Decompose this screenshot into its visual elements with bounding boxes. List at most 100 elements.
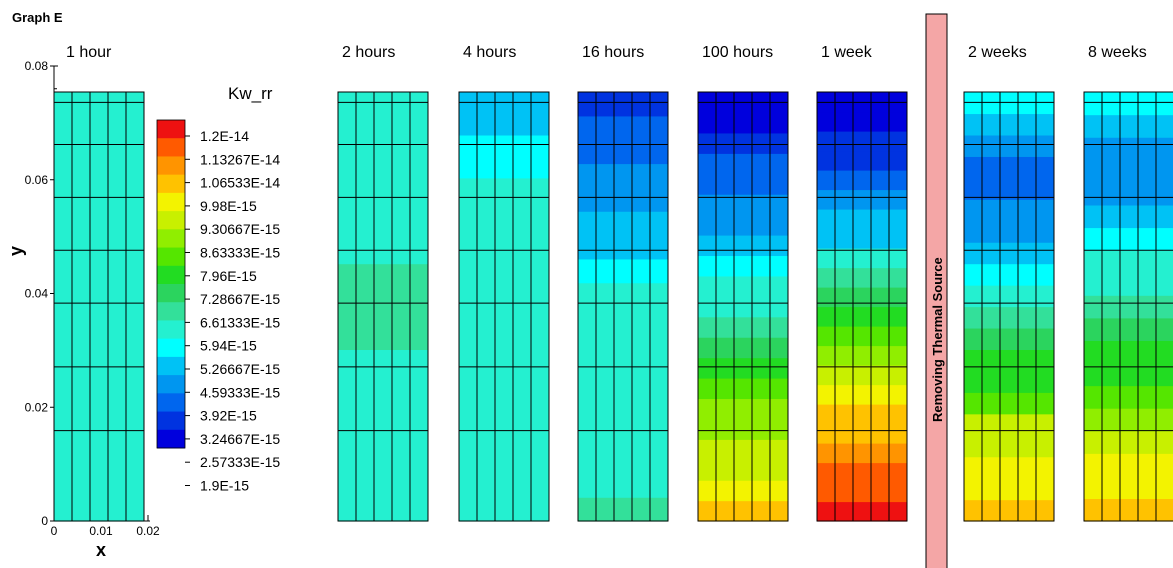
heatmap-cell — [698, 173, 788, 195]
figure-label: Graph E — [12, 10, 63, 25]
heatmap-cell — [817, 209, 907, 230]
heatmap-cell — [817, 287, 907, 308]
colorbar-label: 3.92E-15 — [200, 408, 257, 424]
heatmap-cell — [578, 258, 668, 284]
heatmap-cell — [578, 187, 668, 212]
panel-frame — [458, 91, 550, 522]
panel: 2 hours — [337, 44, 429, 522]
heatmap-cell — [698, 255, 788, 277]
colorbar-swatch — [157, 138, 185, 157]
heatmap-cell — [1084, 137, 1173, 161]
colorbar-swatch — [157, 229, 185, 249]
heatmap-cell — [54, 478, 144, 522]
heatmap-cell — [698, 235, 788, 257]
heatmap-cell — [817, 228, 907, 249]
heatmap-cell — [1084, 114, 1173, 138]
colorbar-swatch — [157, 211, 185, 230]
panel-frame — [816, 91, 908, 522]
heatmap-cell — [54, 134, 144, 179]
heatmap-cell — [817, 111, 907, 132]
heatmap-cell — [54, 92, 144, 136]
heatmap-cell — [1084, 408, 1173, 432]
heatmap-cell — [964, 413, 1054, 436]
panel: 4 hours — [458, 44, 550, 522]
panel-frame — [697, 91, 789, 522]
heatmap-cell — [338, 92, 428, 136]
y-tick-label: 0.08 — [25, 59, 49, 73]
heatmap-cell — [578, 497, 668, 522]
heatmap-cell — [698, 480, 788, 502]
colorbar-label: 1.13267E-14 — [200, 151, 280, 167]
heatmap-cell — [964, 327, 1054, 350]
x-axis-label: x — [96, 540, 106, 560]
colorbar-swatch — [157, 302, 185, 321]
heatmap-cell — [964, 435, 1054, 458]
heatmap-cell — [459, 177, 549, 222]
heatmap-cell — [698, 337, 788, 359]
colorbar-label: 9.30667E-15 — [200, 221, 280, 237]
heatmap-cell — [338, 306, 428, 350]
colorbar-swatch — [157, 411, 185, 431]
heatmap-cell — [698, 459, 788, 481]
heatmap-cell — [54, 177, 144, 222]
heatmap-cell — [578, 115, 668, 141]
colorbar-label: 1.06533E-14 — [200, 175, 280, 191]
heatmap-cell — [964, 478, 1054, 501]
heatmap-cell — [338, 478, 428, 522]
heatmap-cell — [338, 392, 428, 436]
heatmap-cell — [698, 316, 788, 338]
heatmap-cell — [698, 439, 788, 461]
heatmap-cell — [817, 345, 907, 366]
colorbar-swatch — [157, 156, 185, 176]
panel-frame — [577, 91, 669, 522]
heatmap-cell — [578, 449, 668, 474]
panel-title: 100 hours — [702, 44, 773, 61]
heatmap-cell — [964, 113, 1054, 136]
heatmap-cell — [964, 263, 1054, 286]
colorbar-swatch — [157, 174, 185, 194]
heatmap-cell — [459, 435, 549, 479]
heatmap-cell — [578, 163, 668, 188]
heatmap-cell — [578, 401, 668, 427]
panel-frame — [337, 91, 429, 522]
colorbar-swatch — [157, 375, 185, 394]
heatmap-cell — [817, 170, 907, 191]
panel-title: 4 hours — [463, 44, 516, 61]
heatmap-cell — [817, 365, 907, 386]
heatmap-cell — [817, 150, 907, 171]
heatmap-cell — [817, 404, 907, 425]
colorbar-label: 8.63333E-15 — [200, 245, 280, 261]
heatmap-cell — [964, 285, 1054, 308]
x-tick-label: 0.01 — [89, 524, 113, 538]
heatmap-cell — [1084, 340, 1173, 364]
heatmap-cell — [54, 435, 144, 479]
heatmap-cell — [459, 263, 549, 308]
heatmap-cell — [1084, 385, 1173, 409]
heatmap-cell — [964, 370, 1054, 393]
colorbar-frame — [156, 119, 186, 449]
heatmap-cell — [698, 132, 788, 154]
heatmap-cell — [817, 384, 907, 405]
heatmap-cell — [578, 425, 668, 451]
panel: 1 week — [816, 44, 908, 522]
heatmap-cell — [578, 235, 668, 260]
heatmap-cell — [964, 92, 1054, 115]
heatmap-cell — [459, 349, 549, 393]
heatmap-cell — [338, 263, 428, 308]
heatmap-cell — [698, 418, 788, 440]
colorbar-swatch — [157, 120, 185, 139]
x-tick-label: 0 — [51, 524, 58, 538]
y-tick-label: 0.02 — [25, 400, 49, 414]
heatmap-cell — [459, 392, 549, 436]
heatmap-cell — [1084, 453, 1173, 477]
heatmap-cell — [54, 349, 144, 393]
heatmap-cell — [459, 134, 549, 179]
heatmap-cell — [964, 392, 1054, 415]
colorbar-label: 7.96E-15 — [200, 268, 257, 284]
heatmap-cell — [1084, 295, 1173, 319]
separator-bar — [925, 13, 948, 568]
panel-title: 1 week — [821, 44, 873, 61]
heatmap-cell — [964, 456, 1054, 479]
heatmap-cell — [698, 398, 788, 420]
heatmap-cell — [817, 443, 907, 464]
